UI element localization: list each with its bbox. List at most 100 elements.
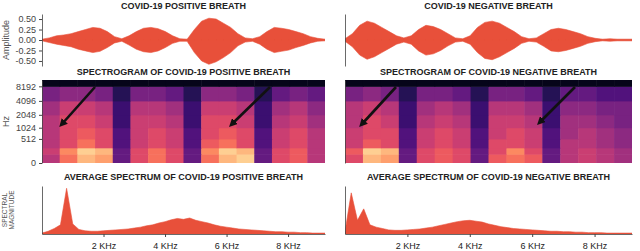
panel-title: SPECTROGRAM OF COVID-19 POSITIVE BREATH: [77, 67, 290, 77]
spectrogram-cell: [560, 115, 578, 128]
x-axis-tick: 2 KHz: [396, 234, 421, 251]
spectrogram-cell: [524, 148, 542, 155]
spectrogram-cell: [471, 115, 489, 128]
spectrogram-cell: [399, 128, 417, 140]
y-axis-tick-label: 0: [31, 158, 36, 168]
x-axis-tick-mark: [227, 234, 228, 237]
spectrogram-cell: [560, 139, 578, 148]
y-axis-tick-label: 0.25: [18, 25, 36, 35]
spectrogram-cell: [596, 101, 614, 115]
spectrogram-cell: [435, 101, 453, 115]
spectrogram-cell: [542, 148, 560, 155]
spectrogram-cell: [506, 128, 524, 140]
y-axis-title: Hz: [1, 116, 11, 127]
spectrogram-cell: [560, 80, 578, 87]
spectrogram-cell: [113, 101, 131, 115]
spectrogram-cell: [290, 148, 308, 155]
spectrogram-cell: [345, 139, 363, 148]
x-axis-tick-mark: [288, 234, 289, 237]
y-axis: 0.500.250.00-0.25-0.50: [15, 14, 42, 66]
y-axis-tick-mark: [39, 163, 42, 164]
spectrogram-cell: [399, 154, 417, 163]
y-axis-tick-label: -0.25: [15, 46, 36, 56]
spectrogram-cell: [148, 80, 166, 87]
spectrogram-cell: [219, 154, 237, 163]
spectrogram-cell: [399, 148, 417, 155]
spectrogram-cell: [130, 115, 148, 128]
y-axis-tick: 512: [21, 134, 42, 144]
y-axis-line: [42, 81, 43, 164]
spectrogram-cell: [60, 154, 78, 163]
spectrogram-cell: [130, 86, 148, 101]
spectrogram-cell: [506, 115, 524, 128]
x-axis-tick: 8 KHz: [583, 234, 608, 251]
arrow: [62, 87, 95, 124]
y-axis-tick: 0.00: [18, 35, 42, 45]
x-axis-tick: 4 KHz: [153, 234, 178, 251]
spectrogram-cell: [307, 139, 325, 148]
spectrogram-cell: [524, 139, 542, 148]
spectrogram-cell: [77, 80, 95, 87]
spectrogram-cell: [184, 115, 202, 128]
x-axis-tick-mark: [532, 234, 533, 237]
y-axis-tick-label: 0.00: [18, 35, 36, 45]
spectrogram-cell: [578, 148, 596, 155]
spectrogram-cell: [471, 86, 489, 101]
spectrogram-cell: [345, 148, 363, 155]
signal-area: [345, 21, 632, 40]
spectrogram-cell: [60, 86, 78, 101]
spectrogram-cell: [184, 80, 202, 87]
x-axis-line: [346, 234, 633, 235]
x-axis-tick: 6 KHz: [215, 234, 240, 251]
spectrogram-cell: [130, 128, 148, 140]
spectrogram-cell: [345, 101, 363, 115]
spectrogram-cell: [381, 148, 399, 155]
spectrogram-cell: [307, 154, 325, 163]
spectrogram-cell: [560, 148, 578, 155]
x-axis-tick-label: 6 KHz: [215, 241, 240, 251]
x-axis-tick-label: 8 KHz: [583, 241, 608, 251]
spectrogram-cell: [542, 154, 560, 163]
spectrogram-cell: [363, 128, 381, 140]
spectrogram-cell: [542, 139, 560, 148]
spectrogram-cell: [254, 115, 272, 128]
spectrogram-cell: [435, 139, 453, 148]
spectrogram-cell: [184, 148, 202, 155]
spectrogram-cell: [524, 86, 542, 101]
spectrogram-cell: [42, 86, 60, 101]
spectrogram-cell: [578, 154, 596, 163]
spectrogram-cell: [166, 101, 184, 115]
spectrogram-cell: [201, 148, 219, 155]
spectrogram-cell: [237, 128, 255, 140]
spectrogram-cell: [399, 80, 417, 87]
spectrogram-cell: [381, 128, 399, 140]
spectrogram-cell: [130, 139, 148, 148]
spectrogram-cell: [596, 86, 614, 101]
y-axis: [345, 187, 346, 235]
spectrogram-cell: [148, 148, 166, 155]
spectrogram-cell: [381, 139, 399, 148]
spectrogram-cell: [148, 128, 166, 140]
spectrogram-cell: [363, 139, 381, 148]
panel-title: AVERAGE SPECTRUM OF COVID-19 NEGATIVE BR…: [367, 172, 610, 182]
y-axis-tick-label: 0.50: [18, 14, 36, 24]
spectrogram-cell: [60, 139, 78, 148]
spectrogram-cell: [453, 139, 471, 148]
spectrogram-cell: [489, 154, 507, 163]
spectrogram-cell: [453, 86, 471, 101]
spectrogram-cell: [254, 80, 272, 87]
spectrogram-cell: [130, 154, 148, 163]
spectrogram-cell: [471, 80, 489, 87]
spectrogram-cell: [42, 80, 60, 87]
spectrogram-cell: [381, 101, 399, 115]
y-axis-tick: -0.25: [15, 46, 42, 56]
spectrogram-cell: [130, 101, 148, 115]
panel: SPECTROGRAM OF COVID-19 NEGATIVE BREATH: [345, 67, 633, 164]
spectrogram-cell: [399, 139, 417, 148]
plot-area: [42, 80, 325, 163]
spectrogram-cell: [184, 154, 202, 163]
spectrogram-cell: [506, 148, 524, 155]
spectrogram-cell: [453, 154, 471, 163]
spectrogram-cell: [453, 101, 471, 115]
spectrogram-cell: [272, 148, 290, 155]
